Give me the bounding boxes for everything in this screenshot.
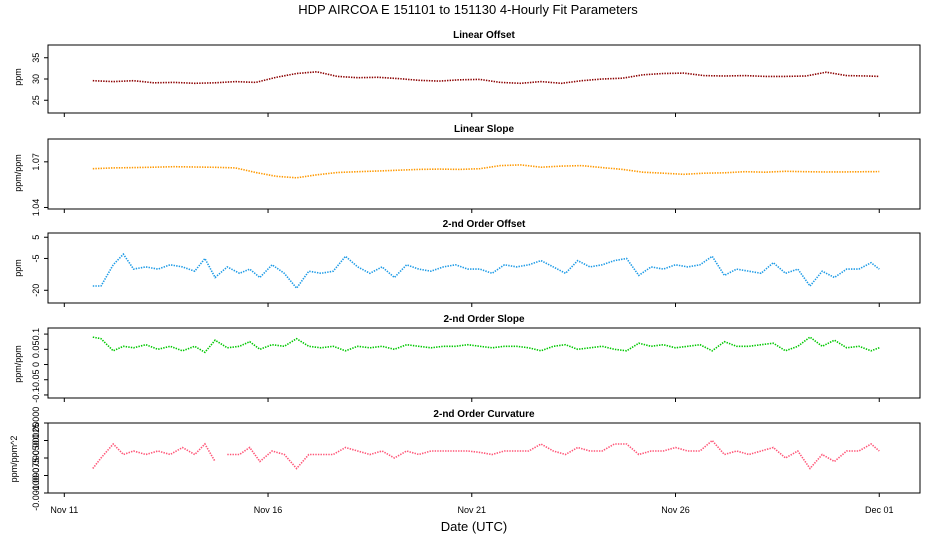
panel-title: 2-nd Order Curvature xyxy=(433,409,535,420)
y-tick-label: -20 xyxy=(31,284,41,297)
x-axis-ticks xyxy=(63,209,880,213)
y-tick-label: 25 xyxy=(31,95,41,105)
x-tick-label: Dec 01 xyxy=(865,505,894,515)
y-tick-label: -0.00075 xyxy=(31,458,41,494)
y-tick-label: 5 xyxy=(31,235,41,240)
panel-linear-offset: Linear Offset ppm 25 30 35 xyxy=(13,30,921,117)
y-tick-label: 35 xyxy=(31,53,41,63)
panel-2nd-order-offset: 2-nd Order Offset ppm 5 -5 -20 xyxy=(13,219,921,307)
y-axis-label: ppm xyxy=(13,68,23,86)
series-line xyxy=(92,336,880,354)
y-axis-label: ppm/ppm xyxy=(13,345,23,383)
x-axis-ticks xyxy=(63,493,880,497)
y-tick-label: 30 xyxy=(31,74,41,84)
series-line xyxy=(92,442,216,469)
y-tick-label: 0.1 xyxy=(31,328,41,341)
series-2nd-order-curvature xyxy=(92,439,880,470)
x-axis-label: Date (UTC) xyxy=(441,519,507,534)
series-line xyxy=(227,439,880,470)
x-tick-label: Nov 11 xyxy=(50,505,78,515)
x-tick-label: Nov 21 xyxy=(458,505,487,515)
y-tick-label: -0.00025 xyxy=(31,423,41,459)
plot-frame xyxy=(47,422,921,494)
y-axis-label: ppm/ppm^2 xyxy=(9,436,19,483)
plot-frame xyxy=(47,327,921,399)
y-tick-label: -5 xyxy=(31,254,41,262)
y-tick-label: 1.07 xyxy=(31,153,41,171)
panel-title: Linear Slope xyxy=(454,124,514,135)
panel-title: Linear Offset xyxy=(453,30,515,41)
series-linear-slope xyxy=(92,164,880,179)
series-line xyxy=(92,70,880,85)
x-axis-ticks xyxy=(63,303,880,307)
panel-2nd-order-slope: 2-nd Order Slope ppm/ppm 0.10.05 0 -0.05-0… xyxy=(13,314,921,403)
x-tick-label: Nov 16 xyxy=(254,505,283,515)
series-linear-offset xyxy=(92,70,880,85)
plot-frame xyxy=(47,138,921,210)
y-axis: 5 -5 -20 xyxy=(31,235,48,297)
y-tick-label: -0.00100 xyxy=(31,475,41,511)
panel-title: 2-nd Order Slope xyxy=(443,314,525,325)
plot-frame xyxy=(47,44,921,114)
series-line xyxy=(92,252,880,290)
panel-2nd-order-curvature: 2-nd Order Curvature ppm/ppm^2 0.00000-0… xyxy=(9,407,921,511)
x-axis-ticks xyxy=(63,113,880,117)
y-axis-label: ppm xyxy=(13,259,23,277)
series-line xyxy=(92,164,880,179)
y-axis: 0.10.05 0 -0.05-0.1 xyxy=(31,328,48,403)
panel-linear-slope: Linear Slope ppm/ppm 1.04 1.07 xyxy=(13,124,921,216)
figure-title: HDP AIRCOA E 151101 to 151130 4-Hourly F… xyxy=(298,2,638,17)
x-axis: Nov 11 Nov 16 Nov 21 Nov 26 Dec 01 xyxy=(50,505,893,515)
y-tick-label: 0.05 xyxy=(31,341,41,359)
y-tick-label: -0.1 xyxy=(31,387,41,403)
y-tick-label: -0.00050 xyxy=(31,440,41,476)
y-axis-label: ppm/ppm xyxy=(13,154,23,192)
y-axis: 0.00000-0.00025-0.00050-0.00075-0.00100 xyxy=(31,407,48,511)
y-tick-label: 0.00000 xyxy=(31,407,41,440)
panel-title: 2-nd Order Offset xyxy=(443,219,526,230)
y-axis: 25 30 35 xyxy=(31,53,48,105)
series-2nd-order-slope xyxy=(92,336,880,354)
x-tick-label: Nov 26 xyxy=(661,505,690,515)
y-tick-label: -0.05 xyxy=(31,369,41,390)
plot-frame xyxy=(47,232,921,304)
y-tick-label: 0 xyxy=(31,362,41,367)
y-axis: 1.04 1.07 xyxy=(31,153,48,216)
x-axis-ticks xyxy=(63,398,880,402)
y-tick-label: 1.04 xyxy=(31,199,41,217)
series-2nd-order-offset xyxy=(92,252,880,290)
